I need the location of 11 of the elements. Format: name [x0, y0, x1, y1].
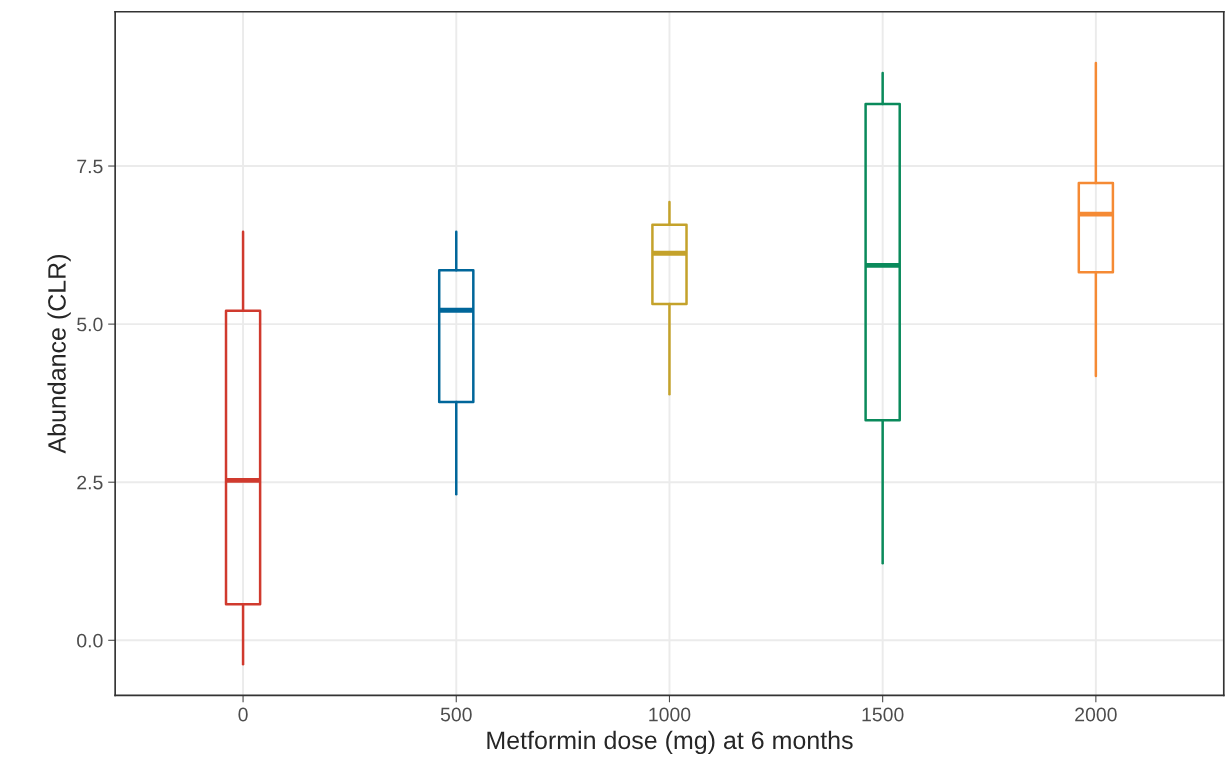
x-tick-label: 0 — [238, 707, 248, 722]
y-tick-label: 2.5 — [77, 475, 103, 490]
x-tick-label: 2000 — [1075, 707, 1117, 722]
x-tick-label: 1500 — [862, 707, 904, 722]
x-axis-title: Metformin dose (mg) at 6 months — [487, 730, 853, 755]
y-tick-label: 7.5 — [77, 159, 103, 174]
y-tick-label: 5.0 — [77, 317, 103, 332]
y-tick-label: 0.0 — [77, 633, 103, 648]
x-tick-label: 1000 — [649, 707, 691, 722]
x-tick-label: 500 — [440, 707, 472, 722]
y-axis-title: Abundance (CLR) — [47, 255, 71, 454]
